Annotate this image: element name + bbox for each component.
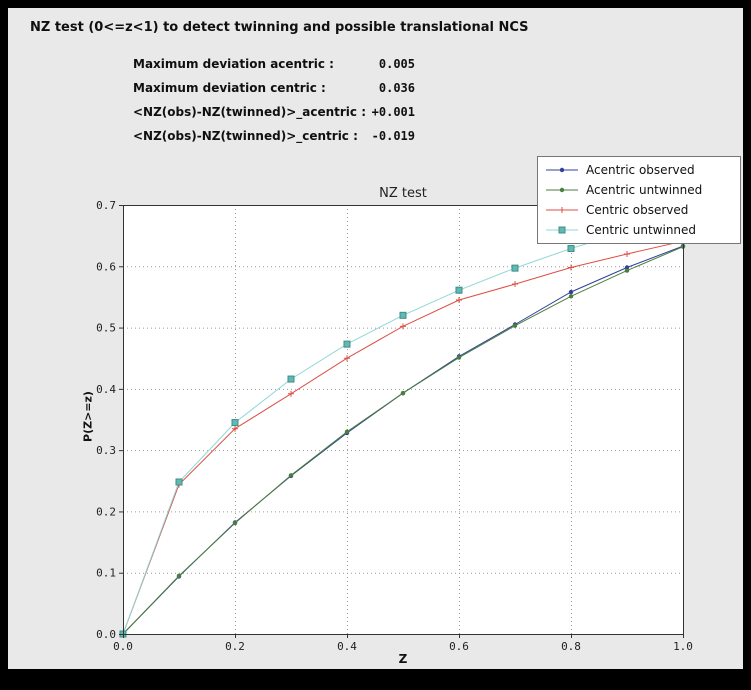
legend-item: Centric observed (544, 200, 734, 220)
data-point-marker (343, 340, 351, 348)
y-tick-label: 0.5 (96, 322, 116, 335)
plot-area (123, 205, 683, 634)
y-tick-label: 0.0 (96, 628, 116, 641)
y-tick-label: 0.7 (96, 199, 116, 212)
stats-block: Maximum deviation acentric : 0.005 Maxim… (133, 52, 415, 148)
stat-label: <NZ(obs)-NZ(twinned)>_centric : (133, 129, 358, 143)
legend-item: Centric untwinned (544, 220, 734, 240)
data-point-marker (568, 294, 574, 299)
legend-item: Acentric observed (544, 160, 734, 180)
stat-label: <NZ(obs)-NZ(twinned)>_acentric : (133, 105, 366, 119)
legend-label: Acentric untwinned (586, 183, 703, 197)
data-point-marker (558, 226, 566, 234)
stat-value: +0.001 (371, 105, 415, 119)
legend-label: Centric untwinned (586, 223, 697, 237)
stat-value: -0.019 (371, 129, 415, 143)
x-tick-label: 0.8 (561, 640, 581, 653)
data-point-marker (288, 473, 294, 478)
x-tick-label: 0.0 (113, 640, 133, 653)
data-point-marker (399, 311, 407, 319)
data-point-marker (568, 289, 574, 295)
y-tick-label: 0.6 (96, 260, 116, 273)
legend-sample (546, 187, 578, 193)
stat-row: Maximum deviation acentric : 0.005 (133, 52, 415, 76)
data-point-marker (456, 355, 462, 360)
legend-label: Centric observed (586, 203, 689, 217)
chart-legend: Acentric observed Acentric untwinned Centr… (537, 156, 741, 244)
stat-row: <NZ(obs)-NZ(twinned)>_centric : -0.019 (133, 124, 415, 148)
data-point-marker (232, 520, 238, 526)
data-point-marker (559, 187, 565, 193)
y-tick-label: 0.4 (96, 383, 116, 396)
legend-sample (546, 226, 578, 234)
x-tick-label: 0.4 (337, 640, 357, 653)
data-point-marker (455, 286, 463, 294)
page-title: NZ test (0<=z<1) to detect twinning and … (30, 20, 529, 35)
x-tick-label: 0.2 (225, 640, 245, 653)
stat-value: 0.005 (378, 57, 415, 71)
data-point-marker (512, 323, 518, 328)
x-tick-label: 0.6 (449, 640, 469, 653)
legend-item: Acentric untwinned (544, 180, 734, 200)
y-tick-label: 0.3 (96, 444, 116, 457)
y-tick-label: 0.1 (96, 567, 116, 580)
legend-sample (546, 207, 578, 213)
data-point-marker (231, 419, 239, 427)
stat-label: Maximum deviation acentric : (133, 57, 334, 71)
nz-test-chart: 0.0 0.2 0.4 0.6 0.8 1.0 0.0 0.1 0.2 0.3 0.4 0.5 0.6 0… (96, 199, 693, 653)
stat-row: <NZ(obs)-NZ(twinned)>_acentric : +0.001 (133, 100, 415, 124)
legend-label: Acentric observed (586, 163, 695, 177)
data-point-marker (624, 268, 630, 273)
data-point-marker (567, 245, 575, 253)
chart-title: NZ test (379, 186, 427, 201)
plot-window: NZ test (0<=z<1) to detect twinning and … (8, 8, 743, 669)
x-tick-label: 1.0 (673, 640, 693, 653)
data-point-marker (559, 167, 565, 173)
data-point-marker (287, 375, 295, 383)
stat-row: Maximum deviation centric : 0.036 (133, 76, 415, 100)
x-axis-label: Z (398, 652, 408, 666)
y-axis-label: P(Z>=z) (81, 391, 95, 442)
axes-frame (123, 205, 684, 635)
data-point-marker (624, 265, 630, 270)
y-tick-label: 0.2 (96, 505, 116, 518)
data-point-marker (176, 573, 182, 578)
stat-value: 0.036 (378, 81, 415, 95)
data-point-marker (400, 390, 406, 396)
data-point-marker (175, 478, 183, 486)
data-point-marker (511, 264, 519, 272)
data-point-marker (344, 429, 350, 434)
legend-sample (546, 167, 578, 173)
stat-label: Maximum deviation centric : (133, 81, 326, 95)
